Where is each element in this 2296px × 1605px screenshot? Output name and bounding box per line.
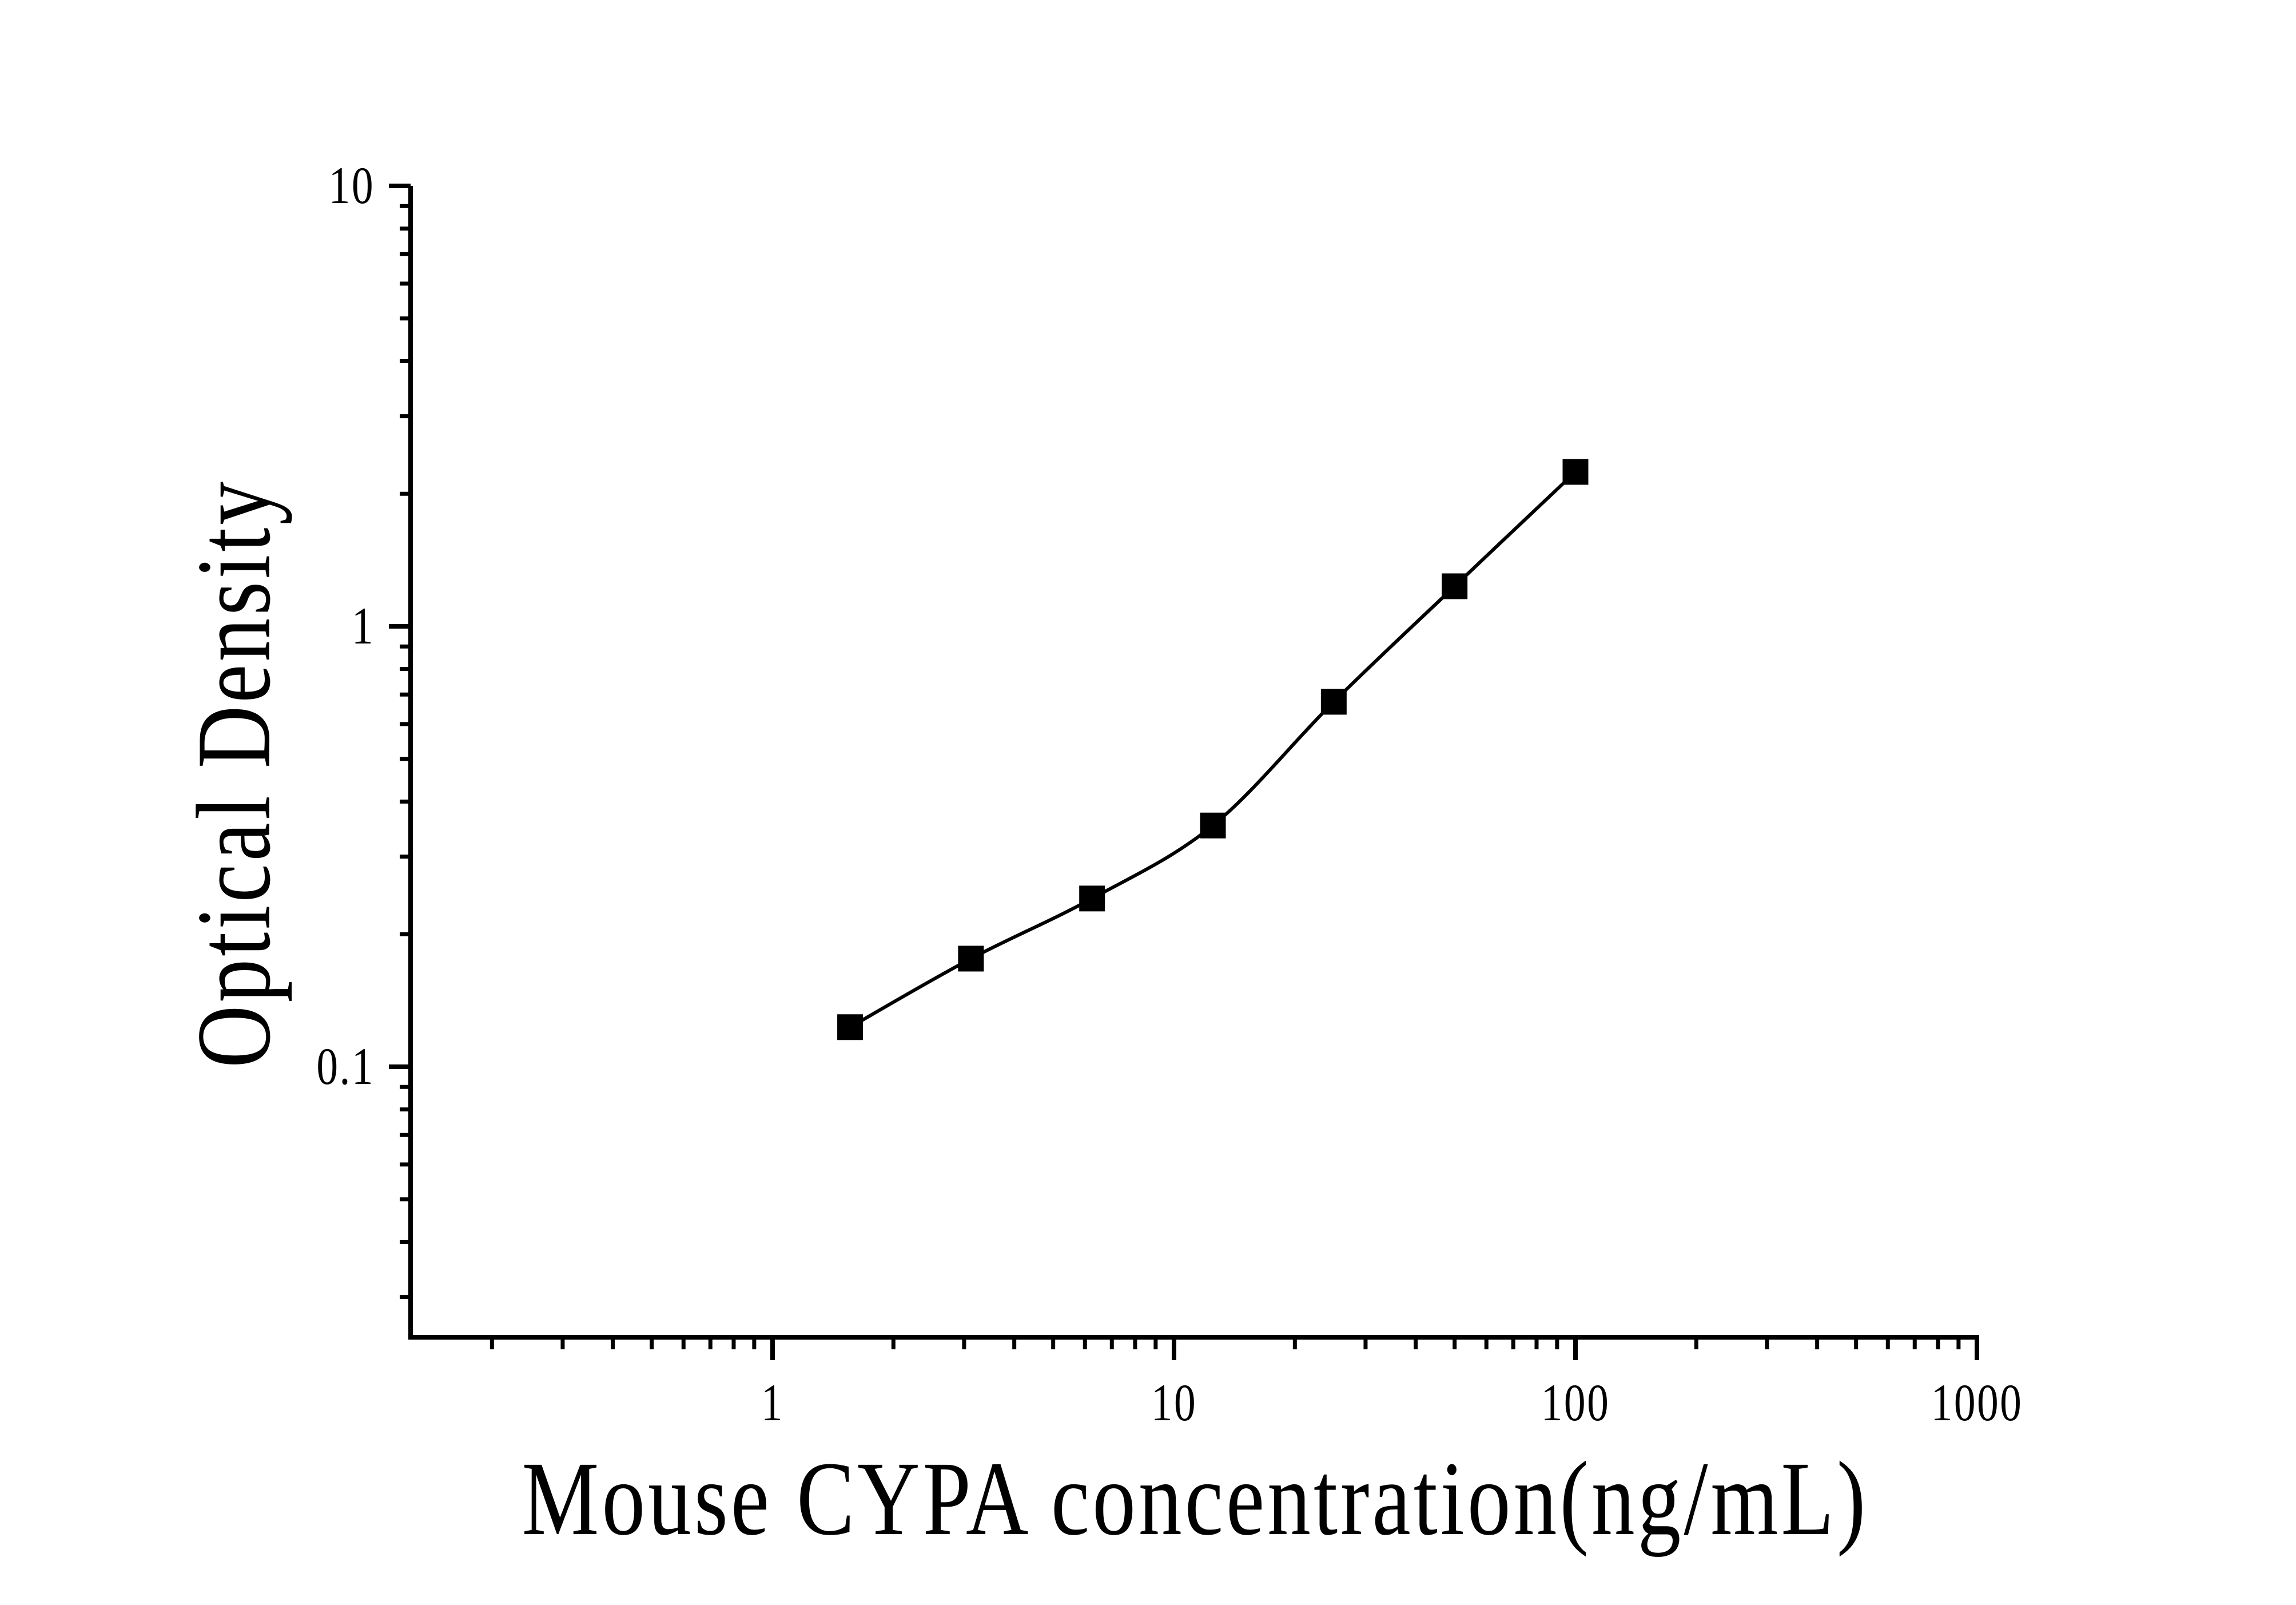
y-tick-label: 1 xyxy=(352,597,375,655)
axes xyxy=(408,186,1979,1340)
x-tick-label: 1 xyxy=(761,1374,784,1432)
data-point-marker xyxy=(837,1014,864,1040)
data-point-marker xyxy=(1320,689,1347,715)
data-point-marker xyxy=(1079,885,1105,912)
x-axis-ticks: 1 10 100 1000 xyxy=(490,1337,2023,1432)
x-tick-label: 1000 xyxy=(1931,1374,2023,1432)
data-point-marker xyxy=(1200,812,1226,839)
data-series xyxy=(837,459,1589,1040)
data-point-marker xyxy=(1562,459,1589,485)
x-tick-label: 100 xyxy=(1541,1374,1610,1432)
x-tick-label: 10 xyxy=(1151,1374,1197,1432)
y-axis-ticks: 10 1 0.1 xyxy=(316,157,411,1300)
data-point-marker xyxy=(1442,573,1468,599)
fit-curve xyxy=(849,470,1577,1029)
y-tick-label: 10 xyxy=(329,157,375,215)
y-axis-title: Optical Density xyxy=(175,478,293,1068)
x-axis-title: Mouse CYPA concentration(ng/mL) xyxy=(522,1440,1869,1558)
y-tick-label: 0.1 xyxy=(316,1038,375,1096)
data-point-marker xyxy=(958,945,984,972)
